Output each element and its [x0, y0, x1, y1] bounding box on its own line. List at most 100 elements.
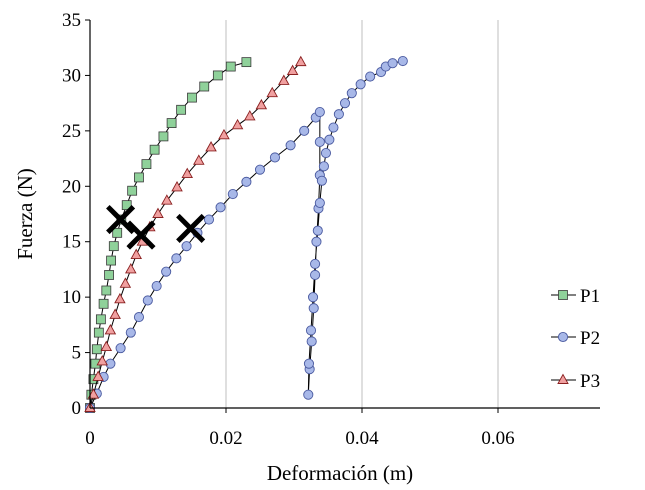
legend-marker [557, 373, 569, 384]
data-point-p2 [133, 312, 145, 323]
y-tick-label: 35 [62, 10, 81, 31]
series-line-p2 [89, 60, 403, 409]
failure-x-marker [126, 220, 156, 250]
data-point-p1 [141, 159, 152, 170]
data-point-p2 [203, 214, 215, 225]
data-point-p3 [218, 128, 230, 140]
y-tick-label: 30 [62, 65, 81, 86]
data-point-p3 [130, 248, 143, 259]
y-axis-title: Fuerza (N) [13, 168, 37, 260]
data-point-p3 [96, 355, 109, 366]
y-tick-label: 15 [62, 232, 81, 253]
legend-background [530, 262, 618, 394]
data-point-p2 [310, 258, 321, 269]
data-point-p1 [134, 172, 144, 183]
data-point-p1 [166, 118, 177, 128]
failure-x-stroke [176, 213, 206, 243]
x-axis-ticks: 0 0.02 0.04 0.06 [85, 408, 515, 449]
data-point-p1 [187, 92, 197, 103]
data-point-p1 [91, 344, 102, 355]
data-point-p2 [320, 147, 332, 159]
data-point-p1 [101, 285, 112, 296]
data-point-p1 [127, 185, 138, 196]
y-tick-label: 10 [62, 287, 81, 308]
legend-label: P3 [580, 371, 600, 392]
legend-item-p3: P3 [551, 371, 600, 392]
data-point-p3 [119, 277, 132, 288]
vertical-gridlines [225, 20, 499, 408]
data-point-p1 [104, 270, 114, 280]
data-point-p1 [241, 57, 252, 68]
data-point-p2 [316, 175, 327, 186]
series-p2 [84, 55, 408, 414]
data-point-p2 [269, 152, 281, 163]
data-point-p1 [121, 200, 132, 211]
data-point-p3 [161, 194, 173, 205]
data-point-p2 [142, 295, 153, 306]
failure-markers [106, 205, 206, 250]
data-point-p1 [199, 81, 210, 92]
data-point-p2 [305, 325, 317, 336]
legend: P1 P2 P3 [530, 262, 618, 394]
data-point-p2 [314, 136, 325, 147]
data-point-p2 [307, 292, 319, 303]
data-point-p3 [114, 292, 126, 304]
legend-label: P2 [580, 328, 600, 349]
data-point-p2 [314, 106, 325, 118]
x-tick-label: 0.04 [345, 428, 379, 449]
data-point-p2 [311, 236, 322, 247]
y-tick-label: 25 [62, 121, 81, 142]
data-point-p2 [397, 55, 408, 67]
data-point-p2 [151, 281, 162, 292]
legend-marker [558, 290, 568, 300]
data-point-p2 [312, 225, 323, 236]
data-point-p3 [244, 110, 256, 121]
data-point-p2 [306, 336, 317, 347]
data-point-p3 [295, 55, 307, 67]
legend-label: P1 [580, 286, 600, 307]
data-point-p1 [93, 327, 104, 338]
failure-x-marker [106, 205, 136, 235]
data-point-p3 [193, 154, 205, 165]
data-point-p1 [98, 298, 109, 309]
data-point-p3 [231, 118, 244, 130]
data-point-p1 [176, 104, 187, 115]
data-point-p2 [310, 269, 321, 281]
failure-x-stroke [106, 205, 136, 235]
data-point-p3 [100, 340, 113, 351]
data-point-p2 [387, 58, 398, 69]
data-point-p3 [92, 370, 104, 381]
data-point-p2 [365, 71, 376, 82]
data-point-p2 [285, 140, 296, 151]
series-p3 [84, 55, 307, 412]
data-point-p1 [106, 255, 116, 266]
data-point-p2 [215, 202, 226, 213]
data-point-p2 [328, 122, 339, 133]
data-point-p3 [255, 98, 268, 110]
data-point-p2 [346, 88, 357, 99]
data-point-p3 [278, 74, 290, 85]
data-point-p2 [308, 303, 319, 314]
data-point-p2 [333, 109, 344, 120]
data-point-p1 [158, 131, 169, 142]
data-point-p3 [152, 207, 164, 218]
y-tick-label: 20 [62, 176, 81, 197]
data-point-p1 [95, 314, 106, 325]
data-point-p2 [355, 79, 366, 90]
data-point-p2 [161, 266, 172, 277]
data-point-p2 [324, 134, 335, 145]
data-point-p3 [125, 263, 137, 274]
data-point-p2 [241, 176, 252, 187]
legend-marker [557, 331, 569, 343]
data-point-p2 [115, 343, 126, 354]
data-point-p2 [318, 161, 329, 172]
data-point-p2 [299, 125, 310, 136]
data-point-p2 [339, 98, 351, 109]
data-point-p3 [266, 86, 279, 98]
data-point-p3 [181, 167, 194, 179]
failure-x-marker [176, 213, 206, 243]
data-point-p3 [109, 308, 121, 319]
legend-item-p1: P1 [551, 286, 600, 307]
data-point-p2 [171, 253, 182, 264]
